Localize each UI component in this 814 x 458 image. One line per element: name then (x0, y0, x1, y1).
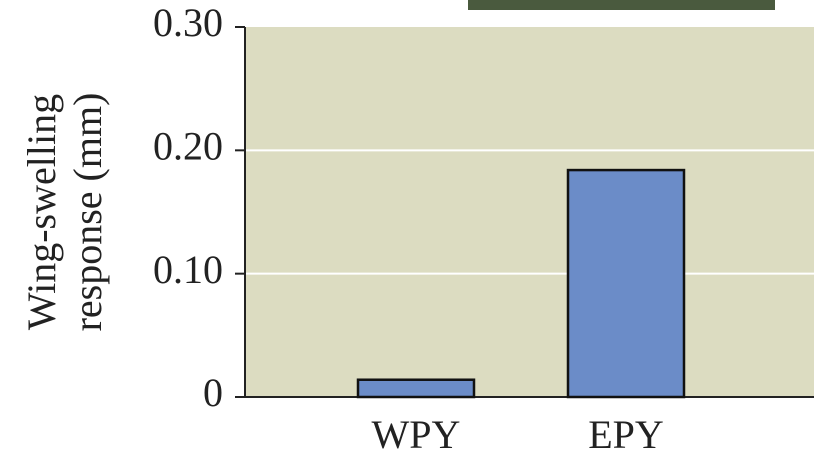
photo-fragment (468, 0, 775, 10)
bar (356, 378, 476, 399)
y-tick-label: 0.20 (153, 124, 223, 169)
y-tick-label: 0.30 (153, 0, 223, 45)
y-axis-title-line: Wing-swelling (19, 94, 64, 330)
x-tick-label: WPY (372, 412, 461, 457)
y-tick-label: 0 (203, 370, 223, 415)
plot-area (245, 27, 814, 397)
y-tick-label: 0.10 (153, 247, 223, 292)
y-axis-title-line: response (mm) (65, 93, 110, 332)
x-tick-label: EPY (588, 412, 664, 457)
bar (566, 168, 686, 399)
y-axis-title: Wing-swelling response (mm) (19, 93, 110, 332)
